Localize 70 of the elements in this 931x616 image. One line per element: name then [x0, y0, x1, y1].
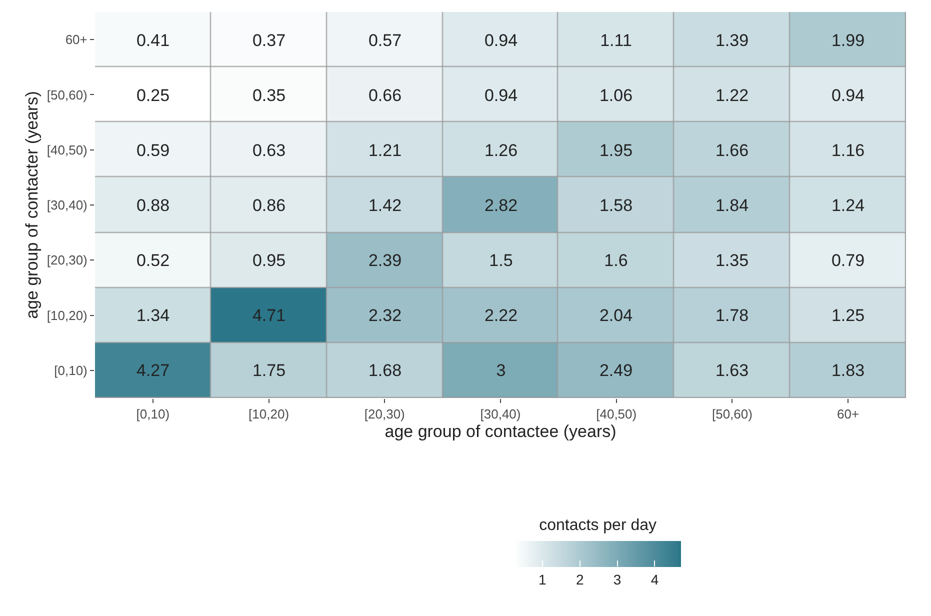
x-tick-label: [0,10): [136, 406, 170, 422]
color-bar-label: 3: [613, 571, 622, 588]
data-label: 2.39: [368, 250, 402, 270]
y-tick-label: 60+: [65, 32, 88, 48]
data-label: 1.21: [368, 140, 402, 160]
data-label: 1.26: [484, 140, 518, 160]
data-label: 0.57: [368, 30, 402, 50]
data-label: 1.63: [715, 360, 749, 380]
data-label: 0.59: [136, 140, 170, 160]
data-label: 1.6: [604, 250, 628, 270]
data-label: 1.39: [715, 30, 749, 50]
data-label: 2.82: [484, 196, 518, 215]
data-label: 2.32: [368, 306, 402, 325]
color-bar-label: 2: [576, 571, 584, 588]
data-label: 0.88: [136, 196, 170, 215]
data-label: 0.66: [368, 86, 402, 105]
color-bar-label: 1: [538, 571, 546, 588]
y-tick-label: [0,10): [54, 362, 88, 378]
data-label: 2.22: [484, 306, 518, 325]
data-label: 1.35: [715, 250, 749, 270]
data-label: 4.71: [252, 306, 286, 325]
data-label: 1.34: [136, 306, 170, 325]
data-label: 2.04: [599, 306, 633, 325]
x-tick-label: [50,60): [712, 406, 752, 422]
data-label: 0.25: [136, 86, 170, 105]
data-label: 1.11: [600, 30, 632, 50]
data-label: 0.63: [252, 140, 286, 160]
data-label: 1.22: [715, 86, 749, 105]
data-label: 0.94: [831, 86, 865, 105]
data-label: 0.94: [484, 86, 518, 105]
data-label: 0.79: [831, 250, 865, 270]
data-label: 1.25: [831, 306, 865, 325]
y-tick-label: [40,50): [46, 142, 88, 158]
data-label: 1.83: [831, 360, 865, 380]
y-tick-label: [30,40): [46, 198, 88, 213]
y-tick-label: [10,20): [46, 308, 88, 323]
data-label: 1.06: [599, 86, 633, 105]
data-label: 0.37: [252, 30, 286, 50]
x-tick-label: [10,20): [248, 406, 290, 422]
data-label: 0.41: [136, 30, 170, 50]
x-tick-label: [30,40): [480, 406, 521, 422]
data-label: 1.66: [715, 140, 749, 160]
data-label: 1.84: [715, 196, 749, 215]
data-label: 4.27: [136, 360, 170, 380]
color-bar-label: 4: [650, 571, 659, 588]
x-tick-label: 60+: [837, 406, 860, 422]
data-label: 1.68: [368, 360, 402, 380]
data-label: 1.75: [252, 360, 286, 380]
data-label: 1.42: [368, 196, 402, 215]
data-label: 1.58: [599, 196, 633, 215]
data-label: 3: [496, 360, 506, 380]
data-label: 1.24: [831, 196, 865, 215]
y-tick-label: [50,60): [46, 87, 88, 102]
data-label: 1.95: [599, 140, 633, 160]
data-label: 2.49: [599, 360, 633, 380]
x-tick-label: [20,30): [364, 406, 405, 422]
y-axis-title: age group of contacter (years): [22, 91, 42, 319]
data-label: 1.78: [715, 306, 749, 325]
color-bar-title: contacts per day: [539, 517, 657, 534]
data-label: 0.94: [484, 30, 518, 50]
data-label: 0.86: [252, 196, 286, 215]
x-tick-label: [40,50): [596, 406, 637, 422]
data-label: 1.99: [831, 30, 865, 50]
data-label: 0.95: [252, 250, 286, 270]
y-tick-label: [20,30): [46, 252, 88, 268]
x-axis-title: age group of contactee (years): [384, 422, 616, 441]
data-label: 0.35: [252, 86, 286, 105]
data-label: 1.16: [831, 140, 865, 160]
data-label: 1.5: [489, 250, 513, 270]
data-label: 0.52: [136, 250, 170, 270]
